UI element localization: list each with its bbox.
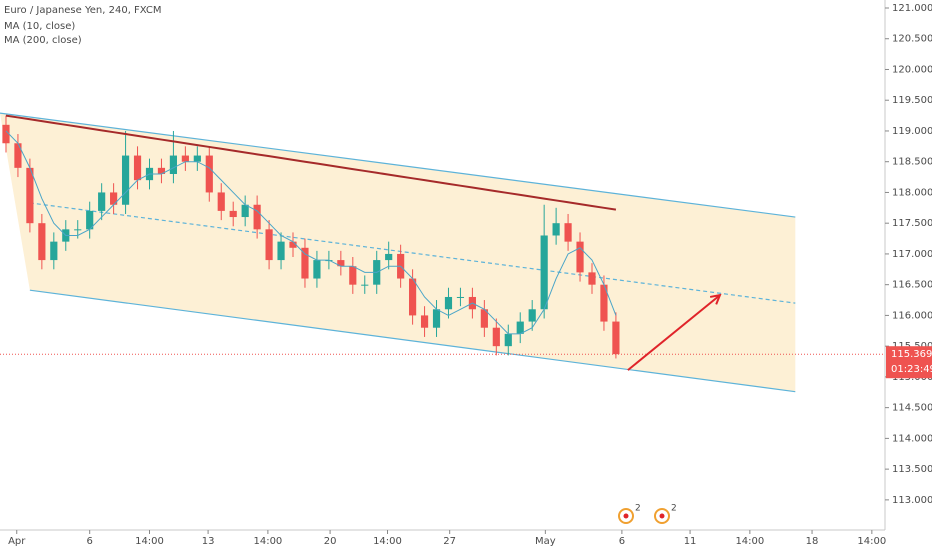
- moving-average: [5, 130, 617, 335]
- x-tick-label: 14:00: [857, 536, 886, 547]
- candle-body: [26, 167, 34, 224]
- candle-body: [229, 210, 237, 218]
- y-tick-label: 119.000: [892, 126, 932, 137]
- y-tick-label: 116.000: [892, 310, 932, 321]
- y-tick-label: 120.500: [892, 34, 932, 45]
- candle-body: [552, 223, 560, 236]
- candle-body: [217, 192, 225, 211]
- candle-body: [14, 143, 22, 168]
- channel-upper: [0, 112, 796, 218]
- x-tick-label: 14:00: [735, 536, 764, 547]
- candle-body: [277, 241, 285, 261]
- candle-body: [349, 266, 357, 285]
- candle-body: [133, 155, 142, 181]
- event-count: 2: [635, 504, 641, 514]
- y-tick-label: 118.000: [892, 187, 932, 198]
- trend-arrow: [627, 294, 721, 371]
- candle-body: [420, 315, 429, 328]
- candle-body: [480, 309, 488, 328]
- candle-body: [2, 124, 10, 144]
- candle-body: [265, 229, 273, 261]
- candle-body: [444, 296, 453, 310]
- candle-body: [193, 155, 201, 162]
- candle-body: [157, 167, 166, 175]
- candle-body: [241, 204, 249, 218]
- candle-body: [516, 321, 524, 334]
- candle-body: [588, 272, 596, 285]
- price-tag-label: 115.369: [891, 349, 932, 360]
- candle-body: [540, 235, 548, 310]
- y-tick-label: 114.500: [892, 403, 932, 414]
- y-tick-label: 113.500: [892, 464, 932, 475]
- x-tick-label: 14:00: [373, 536, 402, 547]
- candle-body: [313, 260, 321, 279]
- candle-body: [409, 278, 417, 316]
- channel-fill: [0, 113, 796, 392]
- y-tick-label: 121.000: [892, 3, 932, 14]
- moving-average: [5, 114, 617, 211]
- x-tick-label: May: [535, 536, 556, 547]
- channel-lower: [29, 289, 796, 393]
- candle-body: [301, 247, 309, 279]
- channel-middle: [29, 202, 796, 304]
- candle-body: [98, 192, 106, 211]
- x-tick-label: 18: [806, 536, 819, 547]
- candle-body: [74, 229, 82, 231]
- x-tick-label: 14:00: [253, 536, 282, 547]
- x-tick-label: 14:00: [135, 536, 164, 547]
- candle-body: [38, 223, 46, 261]
- price-axis: [885, 0, 932, 550]
- candle-body: [50, 241, 58, 261]
- y-tick-label: 120.000: [892, 64, 932, 75]
- candle-body: [385, 253, 393, 261]
- candle-body: [528, 309, 536, 322]
- candle-body: [456, 296, 465, 298]
- candle-body: [110, 192, 118, 205]
- y-tick-label: 117.500: [892, 218, 932, 229]
- event-dot: [659, 513, 665, 519]
- y-tick-label: 113.000: [892, 495, 932, 506]
- candle-body: [169, 155, 177, 175]
- candle-body: [504, 333, 512, 347]
- candle-body: [121, 155, 130, 205]
- chart-title: Euro / Japanese Yen, 240, FXCM: [4, 5, 162, 16]
- arrow-head: [709, 293, 722, 305]
- x-tick-label: 27: [443, 536, 456, 547]
- candle-body: [612, 321, 620, 355]
- countdown: 01:23:49: [891, 364, 932, 375]
- candle-body: [86, 210, 94, 230]
- candle-body: [564, 223, 572, 242]
- candle-body: [432, 309, 441, 328]
- legend-entry: MA (10, close): [4, 21, 75, 32]
- candle-body: [361, 284, 369, 286]
- event-count: 2: [671, 504, 677, 514]
- event-dot: [623, 513, 629, 519]
- candle-body: [289, 241, 297, 248]
- candle-body: [205, 155, 213, 193]
- x-tick-label: 11: [684, 536, 697, 547]
- x-tick-label: 13: [202, 536, 215, 547]
- y-tick-label: 114.000: [892, 433, 932, 444]
- y-tick-label: 119.500: [892, 95, 932, 106]
- legend-entry: MA (200, close): [4, 35, 82, 46]
- x-tick-label: 6: [619, 536, 625, 547]
- x-tick-label: Apr: [8, 536, 26, 547]
- x-tick-label: 6: [87, 536, 93, 547]
- y-tick-label: 116.500: [892, 280, 932, 291]
- price-tag: [886, 346, 932, 379]
- candle-body: [337, 260, 345, 267]
- plot-area: [0, 112, 885, 393]
- y-tick-label: 118.500: [892, 157, 932, 168]
- candle-body: [181, 155, 189, 162]
- candle-body: [576, 241, 584, 273]
- candle-body: [253, 204, 261, 230]
- x-tick-label: 20: [324, 536, 337, 547]
- y-tick-label: 117.000: [892, 249, 932, 260]
- candle-body: [492, 327, 500, 347]
- candle-body: [600, 284, 608, 322]
